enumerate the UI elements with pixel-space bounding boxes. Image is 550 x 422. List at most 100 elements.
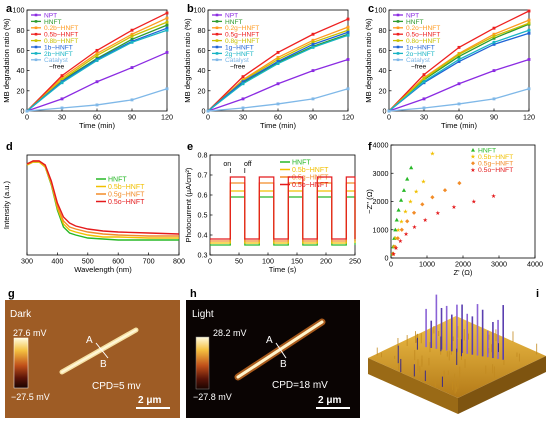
y-tick-label: 2000 — [373, 197, 389, 206]
data-point — [411, 210, 417, 215]
legend-label: 2b−HNFT — [44, 51, 73, 58]
data-point — [422, 73, 426, 77]
data-point: ★ — [403, 208, 408, 215]
y-tick-label: 80 — [198, 26, 206, 35]
data-point: ★ — [408, 199, 413, 206]
data-point — [422, 106, 426, 110]
kpfm-dark-cpd: CPD=5 mv — [92, 381, 141, 392]
x-tick-label: 0 — [206, 113, 210, 122]
data-point — [346, 33, 350, 37]
x-axis-label: Time (min) — [79, 121, 115, 130]
data-point — [276, 58, 280, 61]
data-point — [60, 74, 64, 78]
data-point — [346, 25, 350, 29]
legend-label: 0.5g−HNFT — [292, 175, 329, 182]
legend-label: 1b−HNFT — [44, 44, 73, 51]
y-tick-label: 0 — [383, 107, 387, 116]
legend-label: 0.5g−HNFT — [108, 192, 145, 199]
data-point — [346, 58, 350, 61]
data-point — [34, 52, 38, 55]
data-point — [457, 60, 461, 63]
data-point — [130, 28, 134, 32]
kpfm-dark-scale-label: 2 μm — [138, 395, 161, 406]
series-line — [210, 190, 356, 244]
data-point: ★ — [414, 189, 419, 196]
data-point — [165, 20, 169, 24]
data-point — [241, 75, 245, 79]
data-point — [398, 197, 404, 202]
data-point — [215, 58, 219, 62]
x-tick-label: 2000 — [455, 260, 471, 269]
kpfm-dark-nanofiber-highlight — [61, 329, 137, 373]
y-tick-label: 40 — [17, 66, 25, 75]
data-point — [95, 54, 99, 57]
data-point — [311, 40, 315, 44]
data-point — [311, 97, 315, 101]
series-line — [210, 196, 356, 246]
data-point: ★ — [412, 224, 417, 231]
data-point — [34, 58, 38, 62]
kpfm-light-cbar-max: 28.2 mV — [213, 328, 247, 338]
data-point — [393, 227, 398, 232]
data-point — [215, 13, 219, 17]
x-tick-label: 4000 — [527, 260, 543, 269]
y-tick-label: 0 — [385, 254, 389, 263]
data-point — [396, 20, 400, 23]
x-axis-label: Wavelength (nm) — [74, 265, 132, 274]
x-tick-label: 30 — [420, 113, 428, 122]
data-point — [457, 181, 462, 186]
data-point — [492, 26, 496, 30]
x-tick-label: 90 — [128, 113, 136, 122]
legend-label: 0.5b−HNFT — [44, 32, 78, 39]
data-point: ★ — [470, 154, 475, 161]
panel-label-h: h — [190, 288, 197, 300]
kpfm-light-point-a: A — [266, 335, 273, 346]
data-point — [392, 236, 397, 240]
data-point — [422, 80, 426, 84]
legend-label: 0.5g−HNFT — [225, 32, 259, 39]
kpfm-light-scale-label: 2 μm — [318, 395, 341, 406]
x-tick-label: 90 — [309, 113, 317, 122]
data-point — [395, 236, 400, 241]
data-point — [422, 97, 426, 101]
x-tick-label: 0 — [387, 113, 391, 122]
panel-label-b: b — [187, 3, 194, 15]
y-tick-label: 0 — [21, 107, 25, 116]
legend-label: NPT — [406, 12, 419, 19]
legend-label: 0.5b−HNFT — [108, 184, 145, 191]
data-point — [420, 202, 425, 207]
y-tick-label: 20 — [198, 86, 206, 95]
data-point — [527, 28, 531, 32]
x-tick-label: 300 — [21, 257, 33, 266]
y-tick-label: 0.6 — [198, 191, 208, 200]
y-tick-label: 1000 — [373, 225, 389, 234]
data-point — [276, 62, 280, 65]
y-tick-label: 0.8 — [198, 151, 208, 160]
data-point — [95, 48, 99, 52]
legend-label: 0.8o−HNFT — [406, 38, 440, 45]
data-point — [215, 39, 219, 42]
data-point — [346, 17, 350, 21]
data-point — [527, 58, 531, 61]
data-point — [471, 161, 475, 166]
plot-frame — [26, 154, 180, 256]
data-point — [396, 207, 401, 212]
kpfm-light-cbar-min: −27.8 mV — [193, 392, 232, 402]
legend-label: 0.5b−HNFT — [292, 167, 329, 174]
data-point — [34, 26, 38, 30]
data-point — [346, 28, 350, 32]
legend-label: 0.5o−HNFT — [292, 182, 329, 189]
x-tick-label: 90 — [490, 113, 498, 122]
data-point — [399, 227, 404, 232]
data-point — [492, 42, 496, 46]
y-tick-label: 60 — [379, 46, 387, 55]
data-point — [311, 38, 315, 42]
legend-label: HNFT — [292, 160, 311, 167]
legend-label: NPT — [44, 12, 57, 19]
data-point — [165, 26, 169, 30]
data-point — [95, 80, 99, 84]
data-point — [95, 51, 99, 55]
y-tick-label: 80 — [17, 26, 25, 35]
data-point — [392, 244, 398, 249]
